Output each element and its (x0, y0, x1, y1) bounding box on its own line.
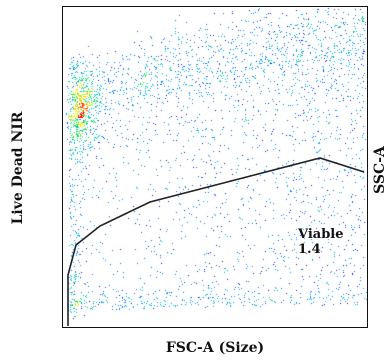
gate-value: 1.4 (298, 242, 321, 257)
viable-gate-polygon (67, 157, 365, 326)
y-axis-label: Live Dead NIR (10, 111, 26, 225)
y-axis-label-right: SSC-A (372, 146, 388, 194)
density-dot-cloud (63, 7, 367, 327)
x-axis-label: FSC-A (Size) (165, 340, 265, 356)
gate-label: Viable 1.4 (298, 227, 344, 257)
gate-name: Viable (298, 227, 344, 242)
